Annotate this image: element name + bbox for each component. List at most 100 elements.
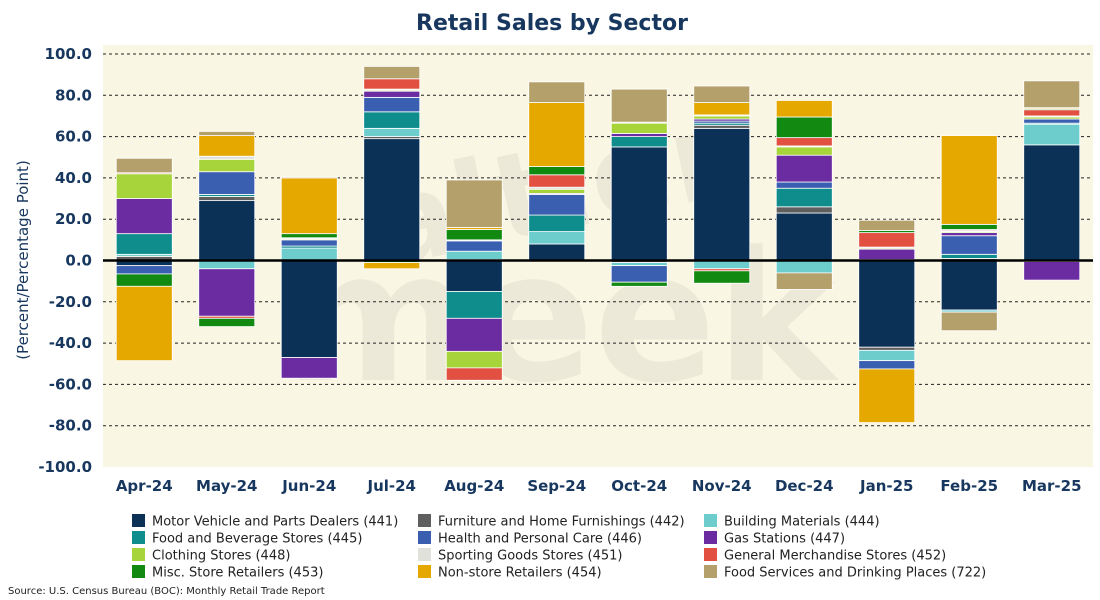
legend-swatch: [418, 548, 431, 561]
bar-segment: [940, 235, 998, 255]
bar-segment: [1023, 261, 1081, 281]
x-tick-label: Oct-24: [611, 477, 667, 495]
legend-swatch: [132, 565, 145, 578]
x-axis-ticks: Apr-24 May-24 Jun-24 Jul-24 Aug-24 Sep-24 Oct-…: [116, 477, 1082, 495]
bar-segment: [445, 291, 503, 319]
bar-segment: [858, 349, 916, 362]
bar-segment: [775, 146, 833, 156]
bar-segment: [115, 198, 173, 235]
bar-segment: [858, 248, 916, 260]
bar-segment: [115, 233, 173, 255]
x-tick-label: Dec-24: [775, 477, 834, 495]
bar-segment: [775, 154, 833, 183]
bar-segment: [693, 85, 751, 103]
legend-swatch: [704, 548, 717, 561]
bar-segment: [445, 240, 503, 252]
bar-segment: [775, 272, 833, 290]
bar-segment: [363, 138, 421, 261]
bar-segment: [528, 231, 586, 245]
bar-segment: [280, 239, 338, 247]
bar-segment: [198, 158, 256, 173]
legend-label: Motor Vehicle and Parts Dealers (441): [152, 515, 398, 530]
bar-segment: [1023, 144, 1081, 261]
bar-segment: [363, 96, 421, 113]
bar-segment: [198, 200, 256, 261]
bar-segment: [1023, 80, 1081, 109]
bar-segment: [445, 367, 503, 381]
bar-segment: [363, 127, 421, 137]
legend: Motor Vehicle and Parts Dealers (441) Fur…: [132, 514, 986, 581]
x-tick-label: Mar-25: [1022, 477, 1082, 495]
bar-segment: [610, 146, 668, 261]
y-tick-label: -100.0: [38, 458, 92, 476]
bar-segment: [528, 174, 586, 188]
bar-segment: [363, 111, 421, 129]
bar-segment: [528, 166, 586, 176]
legend-swatch: [418, 514, 431, 527]
bar-segment: [858, 219, 916, 231]
legend-swatch: [132, 548, 145, 561]
bar-segment: [363, 90, 421, 98]
bar-segment: [693, 270, 751, 284]
chart-title: Retail Sales by Sector: [416, 11, 688, 36]
bar-segment: [198, 268, 256, 317]
bar-segment: [445, 179, 503, 228]
bar-segment: [280, 177, 338, 235]
bar-segment: [775, 260, 833, 274]
bar-segment: [858, 260, 916, 348]
bar-segment: [940, 223, 998, 230]
bar-segment: [280, 260, 338, 358]
bar-segment: [445, 260, 503, 292]
bar-segment: [610, 265, 668, 283]
y-tick-label: 0.0: [65, 252, 92, 270]
bar-segment: [858, 232, 916, 248]
bar-segment: [445, 229, 503, 241]
bar-segment: [940, 311, 998, 332]
legend-label: Food Services and Drinking Places (722): [724, 566, 986, 581]
bar-segment: [1023, 123, 1081, 146]
bar-segment: [1023, 118, 1081, 124]
bar-segment: [115, 173, 173, 199]
bar-segment: [363, 65, 421, 80]
bar-segment: [528, 243, 586, 261]
bar-segment: [280, 233, 338, 239]
bar-segment: [445, 350, 503, 369]
bar-segment: [198, 131, 256, 136]
legend-label: General Merchandise Stores (452): [724, 549, 946, 564]
bar-segment: [610, 136, 668, 148]
bar-segment: [858, 360, 916, 370]
bar-segment: [858, 346, 916, 351]
y-tick-label: -40.0: [49, 334, 92, 352]
x-tick-label: Jun-24: [281, 477, 336, 495]
bar-segment: [198, 155, 256, 160]
bar-segment: [775, 137, 833, 147]
bar-segment: [198, 317, 256, 327]
bar-segment: [940, 260, 998, 311]
legend-label: Misc. Store Retailers (453): [152, 566, 323, 581]
legend-swatch: [418, 531, 431, 544]
legend-label: Non-store Retailers (454): [438, 566, 602, 581]
bar-segment: [693, 127, 751, 261]
bar-segment: [610, 133, 668, 138]
bar-segment: [280, 247, 338, 261]
bar-segment: [363, 262, 421, 270]
bar-segment: [280, 176, 338, 179]
legend-label: Furniture and Home Furnishings (442): [438, 515, 685, 530]
bar-segment: [775, 212, 833, 261]
x-tick-label: Jul-24: [366, 477, 416, 495]
bar-segment: [528, 214, 586, 232]
bar-segment: [528, 194, 586, 216]
y-tick-label: -20.0: [49, 293, 92, 311]
bar-segment: [610, 122, 668, 134]
bar-segment: [610, 88, 668, 123]
y-tick-label: -80.0: [49, 417, 92, 435]
legend-label: Building Materials (444): [724, 515, 880, 530]
x-tick-label: Apr-24: [116, 477, 173, 495]
bar-segment: [445, 317, 503, 352]
x-tick-label: Feb-25: [940, 477, 998, 495]
bar-segment: [198, 196, 256, 202]
bar-segment: [115, 285, 173, 362]
y-axis-ticks: 100.0 80.0 60.0 40.0 20.0 0.0 -20.0 -40.0 -60.0 -…: [38, 45, 92, 476]
bar-segment: [858, 368, 916, 424]
